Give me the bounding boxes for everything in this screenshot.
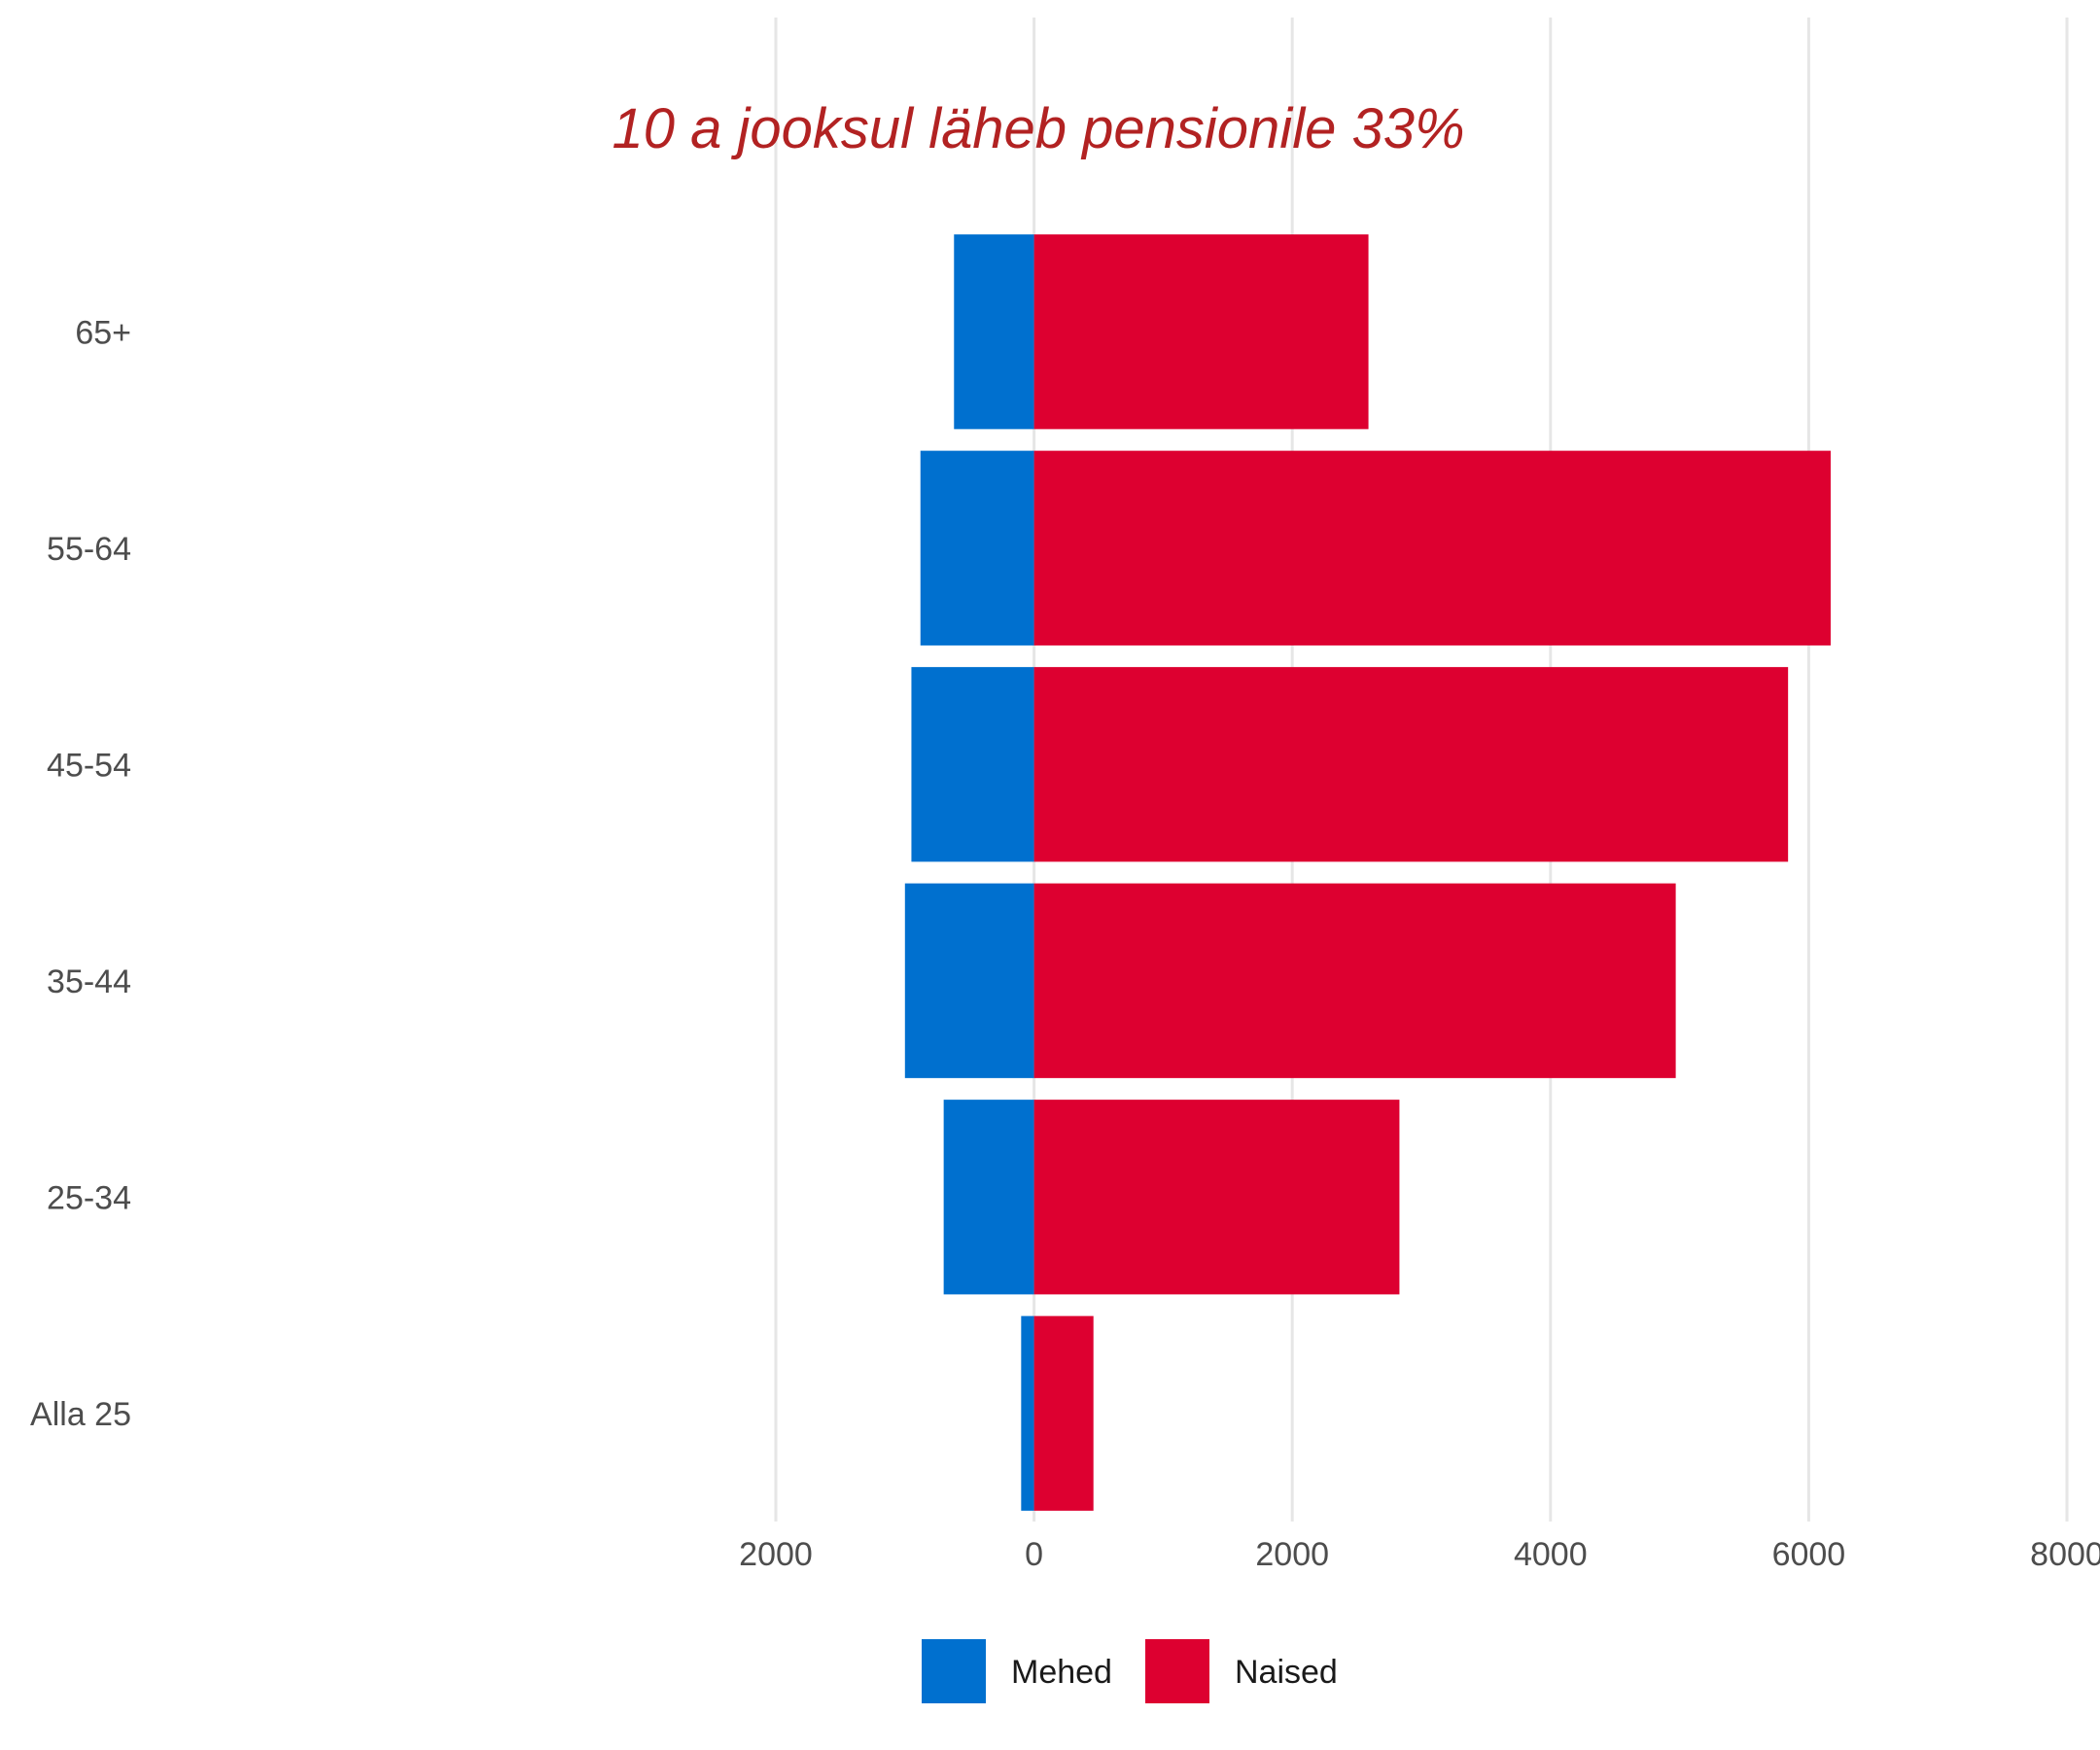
- x-tick-label: 0: [1025, 1536, 1043, 1573]
- legend-label-naised: Naised: [1235, 1654, 1338, 1691]
- legend: Mehed Naised: [922, 1639, 1338, 1703]
- x-tick-label: 6000: [1772, 1536, 1846, 1573]
- chart-title: 10 a jooksul läheb pensionile 33%: [612, 97, 1464, 160]
- bar-mehed-65-: [954, 234, 1034, 430]
- legend-label-mehed: Mehed: [1011, 1654, 1112, 1691]
- bar-mehed-55-64: [920, 450, 1034, 646]
- bar-naised-25-34: [1033, 1100, 1400, 1295]
- x-tick-label: 2000: [1255, 1536, 1329, 1573]
- x-tick-label: 2000: [739, 1536, 813, 1573]
- y-axis-tick-labels: Alla 25 25-34 35-44 45-54 55-64 65+: [30, 314, 131, 1433]
- legend-swatch-naised: [1145, 1639, 1209, 1703]
- bar-mehed-25-34: [943, 1100, 1034, 1295]
- bar-naised-55-64: [1033, 450, 1831, 646]
- bar-naised-35-44: [1033, 883, 1676, 1078]
- y-tick-label: 35-44: [47, 963, 131, 1000]
- y-tick-label: 45-54: [47, 747, 131, 784]
- bar-mehed-alla-25: [1021, 1315, 1034, 1511]
- y-tick-label: 25-34: [47, 1179, 131, 1216]
- legend-swatch-mehed: [922, 1639, 986, 1703]
- bar-naised-65-: [1033, 234, 1369, 430]
- x-tick-label: 4000: [1514, 1536, 1588, 1573]
- x-tick-label: 8000: [2030, 1536, 2100, 1573]
- bar-naised-45-54: [1033, 667, 1789, 862]
- x-axis-tick-labels: 2000 0 2000 4000 6000 8000: [739, 1536, 2100, 1573]
- y-tick-label: 65+: [75, 314, 131, 351]
- y-tick-label: 55-64: [47, 531, 131, 568]
- y-tick-label: Alla 25: [30, 1396, 131, 1433]
- bar-mehed-35-44: [904, 883, 1034, 1078]
- bar-naised-alla-25: [1033, 1315, 1094, 1511]
- bars: [904, 234, 1831, 1511]
- bar-mehed-45-54: [911, 667, 1034, 862]
